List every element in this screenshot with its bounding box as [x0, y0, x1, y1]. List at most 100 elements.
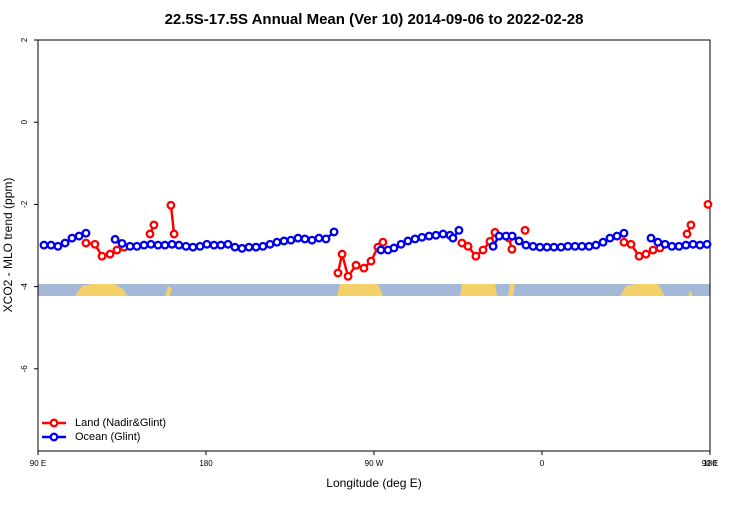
y-axis-label: XCO2 - MLO trend (ppm)	[1, 178, 15, 313]
x-tick-label: 90 W	[365, 459, 384, 468]
data-point	[343, 271, 353, 281]
data-point	[682, 229, 692, 239]
data-point	[688, 239, 698, 249]
data-point	[463, 241, 473, 251]
data-point	[686, 220, 696, 230]
data-point	[351, 260, 361, 270]
chart-title: 22.5S-17.5S Annual Mean (Ver 10) 2014-09…	[165, 11, 584, 28]
data-point	[410, 234, 420, 244]
data-point	[584, 241, 594, 251]
data-point	[110, 234, 120, 244]
data-point	[53, 241, 63, 251]
data-point	[417, 232, 427, 242]
land-strip	[688, 290, 693, 296]
data-point	[471, 251, 481, 261]
data-point	[188, 242, 198, 252]
data-point	[46, 240, 56, 250]
series-line	[169, 205, 176, 235]
data-point	[139, 240, 149, 250]
x-tick-label: 90 E	[702, 459, 718, 468]
data-point	[619, 228, 629, 238]
data-point	[202, 239, 212, 249]
data-point	[265, 239, 275, 249]
data-point	[542, 242, 552, 252]
land-strip	[165, 286, 172, 296]
data-point	[359, 263, 369, 273]
data-point	[300, 234, 310, 244]
data-point	[293, 233, 303, 243]
legend-marker	[49, 418, 59, 428]
data-point	[563, 241, 573, 251]
data-point	[528, 241, 538, 251]
data-point	[337, 249, 347, 259]
x-tick-label: 180	[199, 459, 213, 468]
data-point	[438, 229, 448, 239]
data-point	[695, 240, 705, 250]
data-point	[90, 239, 100, 249]
data-point	[149, 220, 159, 230]
data-point	[570, 241, 580, 251]
data-point	[549, 242, 559, 252]
data-point	[674, 241, 684, 251]
legend-marker	[49, 432, 59, 442]
data-point	[314, 233, 324, 243]
data-point	[272, 237, 282, 247]
land-strip	[460, 284, 497, 296]
data-point	[333, 268, 343, 278]
data-point	[591, 240, 601, 250]
data-point	[454, 225, 464, 235]
data-point	[258, 241, 268, 251]
data-point	[641, 249, 651, 259]
data-point	[703, 199, 713, 209]
data-point	[223, 239, 233, 249]
data-point	[478, 245, 488, 255]
data-point	[619, 237, 629, 247]
data-point	[60, 238, 70, 248]
land-strip	[508, 284, 515, 296]
data-point	[556, 242, 566, 252]
data-point	[389, 243, 399, 253]
data-point	[117, 238, 127, 248]
data-point	[448, 233, 458, 243]
data-point	[307, 235, 317, 245]
legend-label: Land (Nadir&Glint)	[75, 417, 166, 429]
data-point	[67, 233, 77, 243]
data-point	[403, 236, 413, 246]
data-point	[237, 243, 247, 253]
data-point	[169, 229, 179, 239]
data-point	[132, 241, 142, 251]
data-point	[97, 251, 107, 261]
data-point	[366, 256, 376, 266]
data-point	[181, 241, 191, 251]
data-point	[646, 233, 656, 243]
y-tick-label: 2	[20, 37, 29, 42]
data-point	[216, 240, 226, 250]
data-point	[209, 240, 219, 250]
data-point	[378, 237, 388, 247]
data-point	[520, 225, 530, 235]
land-strip	[75, 284, 127, 296]
data-point	[507, 231, 517, 241]
data-point	[81, 238, 91, 248]
data-point	[514, 236, 524, 246]
data-point	[653, 237, 663, 247]
data-point	[174, 240, 184, 250]
data-point	[81, 228, 91, 238]
data-point	[612, 231, 622, 241]
data-point	[230, 242, 240, 252]
y-tick-label: -2	[20, 200, 29, 208]
data-point	[521, 240, 531, 250]
data-point	[160, 240, 170, 250]
data-point	[535, 242, 545, 252]
data-point	[431, 230, 441, 240]
data-point	[279, 236, 289, 246]
land-strip	[337, 284, 383, 296]
data-point	[577, 241, 587, 251]
x-axis-label: Longitude (deg E)	[326, 476, 421, 490]
x-tick-label: 90 E	[30, 459, 46, 468]
data-point	[376, 245, 386, 255]
data-point	[648, 245, 658, 255]
data-point	[681, 240, 691, 250]
data-point	[321, 234, 331, 244]
